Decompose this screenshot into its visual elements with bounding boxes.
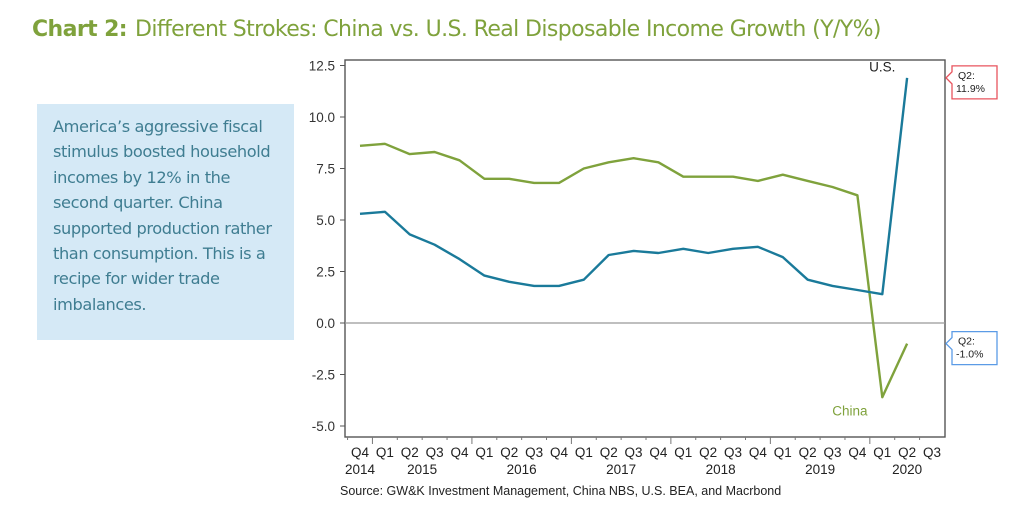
commentary-callout-box: America’s aggressive fiscal stimulus boo… [37,104,294,340]
x-tick-label-quarter: Q2 [799,445,817,460]
value-callout-value: -1.0% [956,349,983,361]
x-tick-label-quarter: Q3 [525,445,543,460]
x-tick-label-year: 2018 [706,462,736,477]
x-tick-label-quarter: Q2 [699,445,717,460]
x-tick-label-quarter: Q3 [625,445,643,460]
value-callout-us [945,65,998,100]
y-tick-label: 7.5 [316,162,335,177]
value-callout-value: 11.9% [956,83,985,95]
series-label-china: China [832,404,868,419]
x-tick-label-quarter: Q3 [824,445,842,460]
x-tick-label-year: 2014 [345,462,376,477]
x-tick-label-year: 2019 [805,462,835,477]
x-tick-label-quarter: Q1 [376,445,394,460]
value-callout-china [945,330,998,366]
x-tick-label-quarter: Q4 [649,445,668,460]
x-tick-label-quarter: Q3 [724,445,742,460]
x-tick-label-quarter: Q2 [401,445,419,460]
x-tick-label-quarter: Q3 [923,445,941,460]
value-callout-label: Q2: [958,70,975,82]
y-tick-label: -5.0 [312,419,335,434]
x-tick-label-quarter: Q4 [550,445,569,460]
source-note: Source: GW&K Investment Management, Chin… [340,484,782,498]
chart-title-text: Different Strokes: China vs. U.S. Real D… [134,17,882,42]
y-tick-label: 10.0 [309,110,335,125]
value-callout-label: Q2: [958,336,975,348]
series-line-china [359,142,909,399]
series-line-us [359,77,909,296]
x-tick-label-quarter: Q1 [475,445,493,460]
x-tick-label-quarter: Q1 [674,445,692,460]
chart-number: Chart 2: [32,17,128,42]
x-tick-label-quarter: Q4 [450,445,469,460]
x-tick-label-quarter: Q1 [873,445,891,460]
x-tick-label-year: 2017 [606,462,636,477]
y-tick-label: 5.0 [316,213,335,228]
commentary-text: America’s aggressive fiscal stimulus boo… [53,117,272,314]
x-tick-label-quarter: Q2 [500,445,518,460]
y-tick-label: 0.0 [316,316,335,331]
x-tick-label-quarter: Q1 [575,445,593,460]
series-label-us: U.S. [869,60,895,75]
x-tick-label-quarter: Q4 [749,445,768,460]
plot-area-frame [344,59,946,438]
x-tick-label-quarter: Q1 [774,445,792,460]
x-tick-label-year: 2020 [892,462,922,477]
x-tick-label-quarter: Q2 [898,445,916,460]
y-tick-label: 12.5 [309,59,335,74]
x-tick-label-year: 2015 [407,462,437,477]
y-tick-label: 2.5 [316,265,335,280]
x-tick-label-quarter: Q4 [351,445,370,460]
x-tick-label-quarter: Q4 [848,445,867,460]
x-tick-label-quarter: Q2 [600,445,618,460]
chart-title: Chart 2: Different Strokes: China vs. U.S… [32,17,881,42]
y-tick-label: -2.5 [312,368,335,383]
x-tick-label-quarter: Q3 [426,445,444,460]
x-tick-label-year: 2016 [507,462,537,477]
